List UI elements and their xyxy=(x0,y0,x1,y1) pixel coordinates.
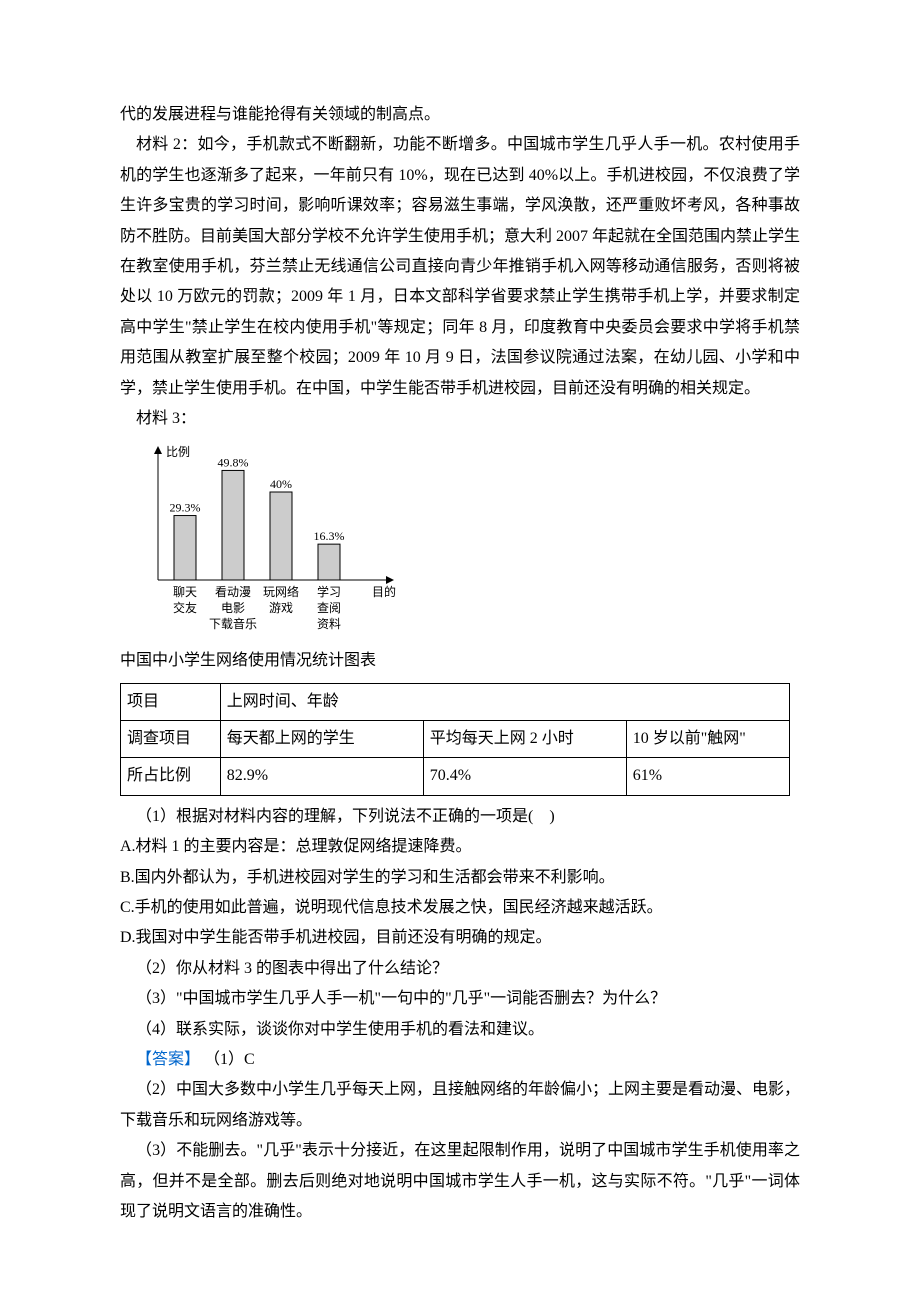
question-3: （3）"中国城市学生几乎人手一机"一句中的"几乎"一词能否删去？为什么？ xyxy=(120,984,800,1014)
cell: 82.9% xyxy=(220,758,423,795)
svg-text:49.8%: 49.8% xyxy=(218,456,249,470)
svg-text:聊天: 聊天 xyxy=(173,585,197,599)
paragraph-continuation: 代的发展进程与谁能抢得有关领域的制高点。 xyxy=(120,100,800,130)
answer-2: （2）中国大多数中小学生几乎每天上网，且接触网络的年龄偏小；上网主要是看动漫、电… xyxy=(120,1075,800,1136)
svg-text:看动漫: 看动漫 xyxy=(215,585,251,599)
answer-label: 【答案】 xyxy=(136,1051,200,1068)
svg-text:游戏: 游戏 xyxy=(269,601,293,615)
svg-text:玩网络: 玩网络 xyxy=(263,584,299,599)
svg-text:资料: 资料 xyxy=(317,617,341,631)
cell: 调查项目 xyxy=(121,721,221,758)
answer-line-1: 【答案】 （1）C xyxy=(120,1045,800,1075)
cell: 上网时间、年龄 xyxy=(220,683,789,720)
question-2: （2）你从材料 3 的图表中得出了什么结论？ xyxy=(120,954,800,984)
svg-text:电影: 电影 xyxy=(221,601,245,615)
table-row: 项目 上网时间、年龄 xyxy=(121,683,790,720)
svg-text:交友: 交友 xyxy=(173,600,197,615)
option-b: B.国内外都认为，手机进校园对学生的学习和生活都会带来不利影响。 xyxy=(120,863,800,893)
table-row: 所占比例 82.9% 70.4% 61% xyxy=(121,758,790,795)
cell: 平均每天上网 2 小时 xyxy=(423,721,626,758)
svg-text:学习: 学习 xyxy=(317,584,341,599)
option-c: C.手机的使用如此普遍，说明现代信息技术发展之快，国民经济越来越活跃。 xyxy=(120,893,800,923)
cell: 70.4% xyxy=(423,758,626,795)
cell: 10 岁以前"触网" xyxy=(626,721,789,758)
cell: 每天都上网的学生 xyxy=(220,721,423,758)
cell: 所占比例 xyxy=(121,758,221,795)
cell: 61% xyxy=(626,758,789,795)
chart-caption: 中国中小学生网络使用情况统计图表 xyxy=(120,646,800,676)
answer-3: （3）不能删去。"几乎"表示十分接近，在这里起限制作用，说明了中国城市学生手机使… xyxy=(120,1136,800,1227)
svg-text:29.3%: 29.3% xyxy=(170,501,201,515)
svg-text:查阅: 查阅 xyxy=(317,601,341,615)
svg-text:下载音乐: 下载音乐 xyxy=(209,616,257,631)
table-row: 调查项目 每天都上网的学生 平均每天上网 2 小时 10 岁以前"触网" xyxy=(121,721,790,758)
question-4: （4）联系实际，谈谈你对中学生使用手机的看法和建议。 xyxy=(120,1015,800,1045)
document-page: 代的发展进程与谁能抢得有关领域的制高点。 材料 2：如今，手机款式不断翻新，功能… xyxy=(0,0,920,1287)
usage-table: 项目 上网时间、年龄 调查项目 每天都上网的学生 平均每天上网 2 小时 10 … xyxy=(120,683,790,796)
bar-chart-svg: 比例目的 29.3% 聊天交友 49.8% 看动漫电影下载音乐 40% 玩网络游戏 16.3%… xyxy=(130,440,410,640)
svg-text:16.3%: 16.3% xyxy=(314,529,345,543)
bar-chart: 比例目的 29.3% 聊天交友 49.8% 看动漫电影下载音乐 40% 玩网络游戏 16.3%… xyxy=(130,440,410,640)
question-1: （1）根据对材料内容的理解，下列说法不正确的一项是( ) xyxy=(120,802,800,832)
svg-text:目的: 目的 xyxy=(372,584,396,599)
svg-text:比例: 比例 xyxy=(166,445,190,459)
material-3-label: 材料 3： xyxy=(120,404,800,434)
answer-1: （1）C xyxy=(204,1051,255,1068)
option-a: A.材料 1 的主要内容是：总理敦促网络提速降费。 xyxy=(120,832,800,862)
material-2: 材料 2：如今，手机款式不断翻新，功能不断增多。中国城市学生几乎人手一机。农村使… xyxy=(120,130,800,404)
cell: 项目 xyxy=(121,683,221,720)
option-d: D.我国对中学生能否带手机进校园，目前还没有明确的规定。 xyxy=(120,923,800,953)
svg-text:40%: 40% xyxy=(270,477,292,491)
